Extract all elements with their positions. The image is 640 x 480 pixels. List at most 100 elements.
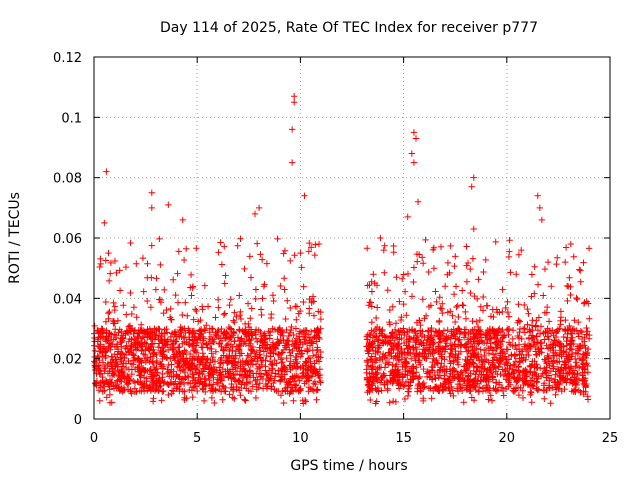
gridlines [94, 57, 610, 419]
data-point [136, 329, 143, 336]
data-point [203, 341, 211, 349]
data-point [396, 298, 403, 305]
data-point [363, 357, 371, 364]
data-point [458, 368, 465, 376]
data-point [195, 353, 202, 360]
data-point [370, 271, 377, 278]
data-point [432, 375, 439, 382]
data-point [446, 373, 454, 380]
data-point [401, 288, 409, 295]
data-point [102, 318, 110, 325]
data-point [516, 325, 524, 333]
data-point [487, 330, 494, 338]
data-point [400, 300, 407, 308]
data-point [182, 299, 189, 306]
data-point [573, 294, 580, 302]
data-point [583, 324, 590, 332]
data-point [314, 386, 321, 393]
data-point [447, 242, 454, 250]
data-point [493, 345, 500, 353]
y-tick-label: 0.06 [53, 232, 82, 247]
x-tick-label: 20 [499, 431, 516, 446]
data-point [291, 343, 298, 350]
data-point [219, 365, 227, 373]
data-point [222, 384, 229, 392]
data-point [225, 358, 233, 365]
data-point [512, 271, 520, 278]
data-point [405, 385, 412, 393]
data-point [563, 337, 570, 345]
data-point [541, 265, 549, 273]
data-point [209, 325, 216, 333]
y-tick-label: 0.1 [61, 111, 82, 126]
data-point [447, 390, 454, 397]
data-point [424, 368, 431, 375]
data-point [390, 374, 398, 381]
data-point [553, 260, 560, 268]
data-point [518, 335, 525, 343]
data-point [303, 359, 310, 366]
data-point [229, 332, 237, 339]
data-point [275, 351, 282, 359]
data-point [486, 384, 494, 392]
data-point [204, 355, 211, 363]
data-point [163, 354, 170, 361]
data-point [439, 387, 446, 394]
axis-ticks [93, 56, 611, 420]
data-point [500, 392, 507, 399]
data-point [303, 348, 311, 355]
data-point [521, 325, 528, 332]
data-point [215, 340, 223, 347]
data-point [105, 329, 113, 336]
data-point [465, 330, 472, 337]
data-point [265, 328, 272, 335]
data-point [492, 238, 499, 246]
data-point [540, 292, 547, 299]
data-point [226, 352, 233, 360]
data-point [529, 334, 536, 342]
data-point [239, 361, 247, 368]
data-point [134, 338, 142, 346]
data-point [467, 343, 475, 350]
data-point [113, 269, 120, 277]
data-point [487, 364, 494, 371]
data-point [503, 326, 511, 334]
data-point [255, 327, 263, 334]
data-point [455, 337, 462, 344]
data-point [241, 265, 248, 273]
data-point [528, 293, 535, 300]
data-point [181, 347, 188, 354]
data-point [298, 329, 306, 336]
data-point [483, 383, 491, 391]
data-point [161, 326, 168, 334]
data-point [398, 350, 405, 358]
data-point [416, 341, 423, 348]
data-point [404, 388, 412, 395]
data-point [217, 360, 224, 367]
data-point [101, 219, 108, 227]
data-point [132, 344, 139, 351]
data-point [267, 328, 274, 336]
data-point [555, 366, 562, 373]
data-point [283, 384, 291, 391]
data-point [247, 274, 255, 281]
data-point [236, 350, 244, 357]
data-point [484, 336, 491, 344]
data-point [97, 255, 104, 263]
data-point [214, 296, 222, 303]
data-point [415, 251, 423, 258]
data-point [504, 372, 511, 379]
data-point [381, 364, 389, 371]
data-point [254, 376, 261, 383]
data-point [424, 336, 431, 344]
data-point [556, 358, 563, 365]
data-point [181, 358, 189, 366]
data-point [275, 338, 282, 346]
data-point [113, 356, 120, 363]
data-point [306, 310, 313, 317]
data-point [148, 242, 155, 249]
data-point [173, 385, 180, 392]
data-point [292, 337, 299, 345]
data-point [417, 385, 424, 392]
data-point [394, 366, 402, 374]
